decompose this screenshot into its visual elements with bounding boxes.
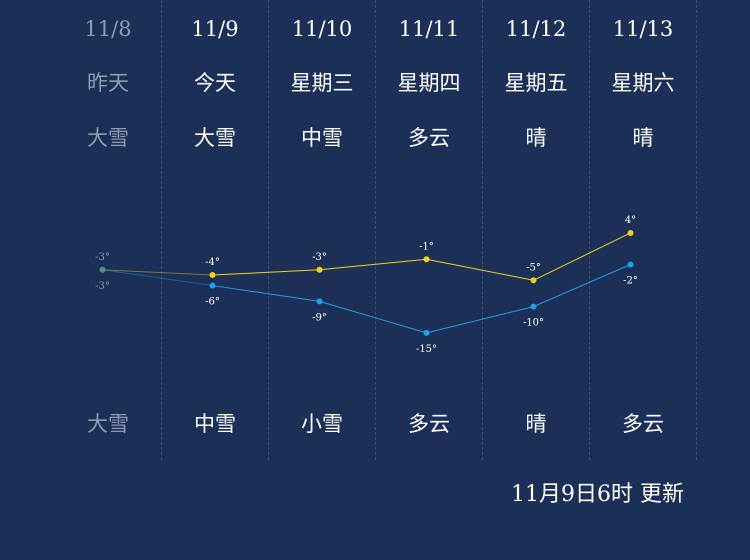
day-column-saturday: 11/13 星期六 晴 多云 — [590, 0, 697, 460]
day-weekday: 星期四 — [397, 71, 461, 95]
day-weekday: 昨天 — [87, 71, 129, 95]
day-date: 11/8 — [84, 17, 132, 41]
day-date: 11/13 — [612, 17, 674, 41]
day-weather: 晴 — [525, 126, 547, 150]
day-weekday: 星期六 — [611, 71, 675, 95]
day-date: 11/12 — [505, 17, 567, 41]
day-date: 11/9 — [191, 17, 239, 41]
day-column-yesterday: 11/8 昨天 大雪 大雪 — [55, 0, 162, 460]
night-weather: 小雪 — [301, 412, 343, 436]
day-weather: 大雪 — [194, 126, 236, 150]
night-weather: 多云 — [408, 412, 450, 436]
day-column-friday: 11/12 星期五 晴 晴 — [483, 0, 590, 460]
day-date: 11/10 — [291, 17, 353, 41]
day-column-wednesday: 11/10 星期三 中雪 小雪 — [269, 0, 376, 460]
night-weather: 大雪 — [87, 412, 129, 436]
day-weekday: 星期三 — [290, 71, 354, 95]
forecast-grid: 11/8 昨天 大雪 大雪 11/9 今天 大雪 中雪 11/10 星期三 中雪… — [55, 0, 697, 460]
day-weather: 大雪 — [87, 126, 129, 150]
day-date: 11/11 — [398, 17, 460, 41]
night-weather: 多云 — [622, 412, 664, 436]
day-column-today: 11/9 今天 大雪 中雪 — [162, 0, 269, 460]
night-weather: 晴 — [525, 412, 547, 436]
night-weather: 中雪 — [194, 412, 236, 436]
day-weather: 中雪 — [301, 126, 343, 150]
update-time: 11月9日6时 更新 — [511, 482, 684, 507]
day-weather: 晴 — [632, 126, 654, 150]
day-weekday: 星期五 — [504, 71, 568, 95]
day-column-thursday: 11/11 星期四 多云 多云 — [376, 0, 483, 460]
day-weekday: 今天 — [194, 71, 236, 95]
day-weather: 多云 — [408, 126, 450, 150]
